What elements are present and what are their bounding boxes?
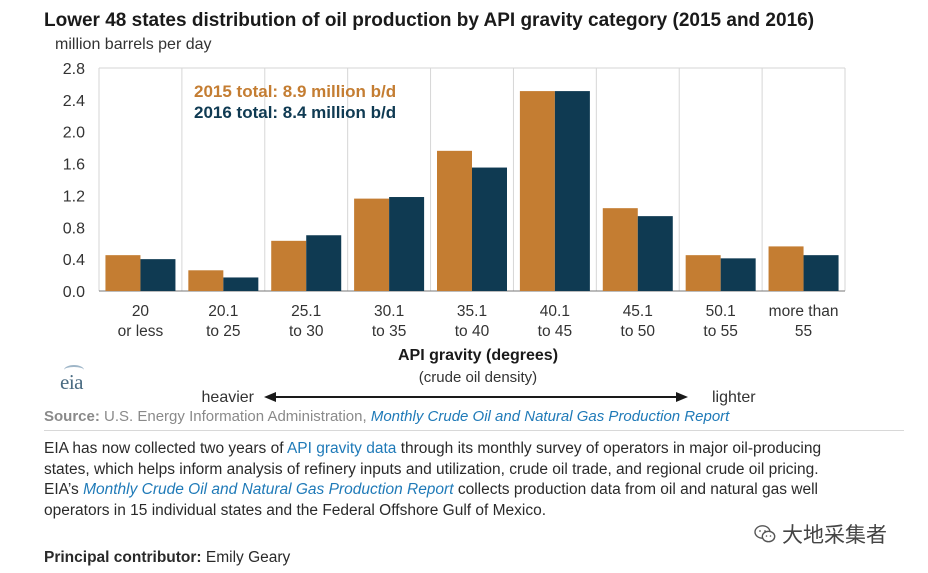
api-gravity-data-link[interactable]: API gravity data	[286, 440, 397, 457]
direction-left-label: heavier	[202, 389, 255, 406]
y-tick-label: 2.4	[63, 93, 85, 110]
y-tick-label: 0.4	[63, 252, 85, 269]
contributor-label: Principal contributor:	[44, 549, 202, 566]
wechat-icon	[754, 525, 776, 543]
chart-annotations: 2015 total: 8.9 million b/d 2016 total: 8…	[194, 82, 396, 122]
bar-2015	[188, 270, 224, 291]
source-label: Source:	[44, 408, 100, 425]
bar-2016	[720, 258, 756, 291]
bar-2015	[437, 150, 472, 291]
x-tick-label: more than 55	[769, 303, 839, 340]
x-tick-label: 30.1 to 35	[372, 303, 406, 340]
bar-2016	[472, 167, 507, 291]
y-tick-label: 2.0	[63, 125, 85, 142]
y-axis-ticks: 0.0 0.4 0.8 1.2 1.6 2.0 2.4 2.8	[63, 61, 85, 301]
watermark-text: 大地采集者	[782, 523, 887, 547]
x-axis-ticks: 20 or less 20.1 to 25 25.1 to 30 30.1 to 35 35.1…	[118, 303, 839, 340]
bar-2016	[389, 197, 425, 291]
bar-2016	[306, 235, 342, 291]
principal-contributor: Principal contributor: Emily Geary	[44, 549, 290, 567]
source-text: U.S. Energy Information Administration,	[104, 408, 367, 425]
body-text-3a: EIA’s	[44, 481, 84, 499]
y-tick-label: 0.8	[63, 220, 85, 237]
article-body: EIA has now collected two years of API g…	[44, 439, 914, 522]
body-line-1: EIA has now collected two years of API g…	[44, 439, 914, 460]
bar-chart: 0.0 0.4 0.8 1.2 1.6 2.0 2.4 2.8 20 or less 20.1 to…	[63, 61, 846, 406]
source-line: Source: U.S. Energy Information Administ…	[44, 408, 729, 425]
x-tick-label: 20 or less	[118, 303, 164, 340]
bar-2015	[519, 91, 555, 291]
eia-logo-swoosh-icon	[64, 365, 84, 375]
x-tick-label: 40.1 to 45	[538, 303, 572, 340]
bar-2016	[803, 255, 839, 291]
source-report-link[interactable]: Monthly Crude Oil and Natural Gas Produc…	[370, 408, 730, 425]
eia-logo-text: eia	[60, 370, 83, 394]
bar-2015	[105, 255, 141, 291]
x-tick-label: 35.1 to 40	[455, 303, 490, 340]
chart-title: Lower 48 states distribution of oil prod…	[44, 10, 815, 31]
body-text-1b: through its monthly survey of operators …	[396, 440, 822, 457]
bar-2016	[554, 91, 590, 291]
direction-right-label: lighter	[712, 389, 756, 406]
x-tick-label: 25.1 to 30	[289, 303, 324, 340]
x-tick-label: 20.1 to 25	[206, 303, 240, 340]
bar-2015	[768, 246, 804, 291]
bars	[105, 91, 839, 291]
x-axis-label: API gravity (degrees)	[398, 347, 558, 364]
y-tick-label: 1.6	[63, 157, 85, 174]
body-text-3b: collects production data from oil and na…	[453, 481, 818, 499]
x-tick-label: 45.1 to 50	[621, 303, 656, 340]
y-tick-label: 1.2	[63, 188, 85, 205]
body-line-2: states, which helps inform analysis of r…	[44, 460, 819, 478]
total-annotation: 2016 total: 8.4 million b/d	[194, 103, 396, 122]
direction-arrow	[264, 392, 688, 402]
divider	[44, 430, 904, 431]
contributor-name: Emily Geary	[205, 549, 291, 566]
bar-2015	[354, 198, 390, 291]
watermark: 大地采集者	[754, 521, 887, 547]
bar-2015	[685, 255, 721, 291]
eia-logo: eia	[60, 365, 84, 395]
body-line-3: EIA’s Monthly Crude Oil and Natural Gas …	[44, 480, 914, 501]
chart-subtitle: million barrels per day	[55, 36, 212, 53]
bar-2015	[271, 240, 307, 291]
body-line-4: operators in 15 individual states and th…	[44, 502, 547, 520]
bar-2015	[602, 208, 638, 291]
total-annotation: 2015 total: 8.9 million b/d	[194, 82, 396, 101]
y-tick-label: 2.8	[63, 61, 85, 78]
x-axis-sublabel: (crude oil density)	[419, 369, 537, 386]
x-tick-label: 50.1 to 55	[703, 303, 737, 340]
y-tick-label: 0.0	[63, 284, 85, 301]
body-text-1a: EIA has now collected two years of	[44, 440, 287, 457]
bar-2016	[637, 216, 673, 291]
bar-2016	[140, 259, 176, 291]
bar-2016	[223, 277, 259, 291]
production-report-link[interactable]: Monthly Crude Oil and Natural Gas Produc…	[83, 481, 454, 499]
